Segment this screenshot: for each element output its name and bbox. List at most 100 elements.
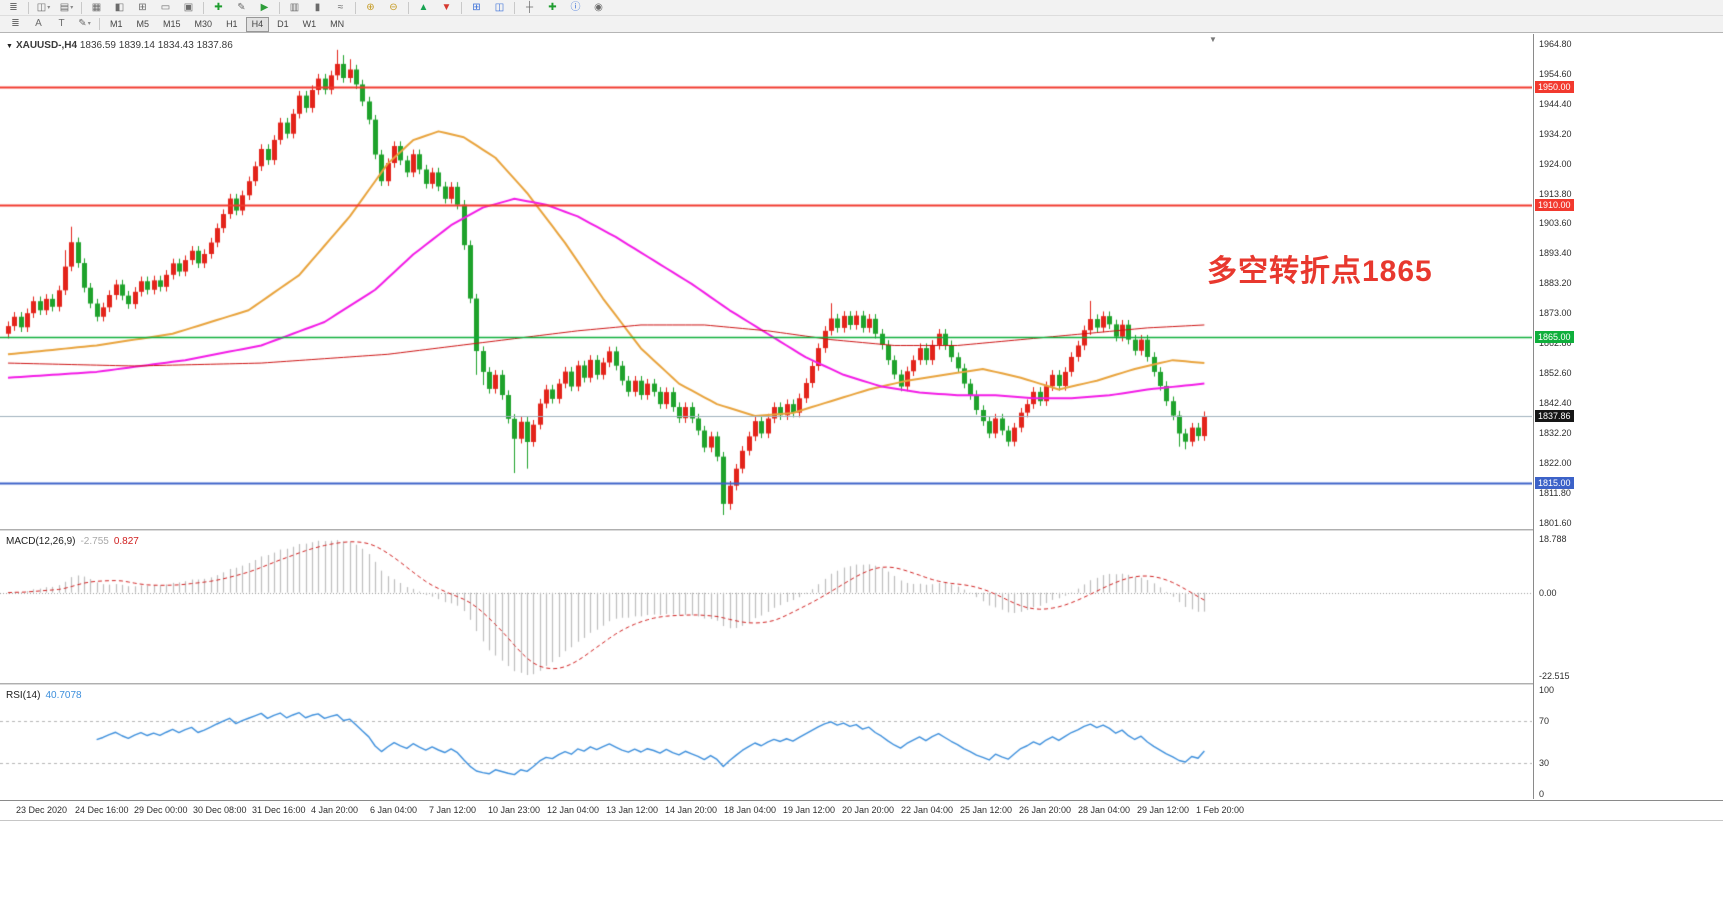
time-axis-label: 31 Dec 16:00 [252,805,306,815]
timeframe-w1[interactable]: W1 [302,19,317,29]
cascade-windows-glyph: ◫ [494,1,505,13]
terminal-icon[interactable]: ▭ [155,0,176,16]
time-axis-label: 29 Dec 00:00 [134,805,188,815]
price-axis[interactable]: 1964.80 1954.60 1944.40 1934.20 1924.00 1913.… [1533,34,1723,799]
time-axis-label: 22 Jan 04:00 [901,805,954,815]
rsi-axis-30-label: 30 [1539,758,1550,768]
timeframe-m5[interactable]: M5 [136,19,150,29]
time-axis-label: 24 Dec 16:00 [75,805,129,815]
info-icon[interactable]: ⓘ [565,0,586,16]
toolbar-divider [408,1,409,14]
toolbar-divider [461,1,462,14]
macd-axis-bottom-label: -22.515 [1539,671,1570,681]
toolbar-divider [355,1,356,14]
timeframe-mn[interactable]: MN [330,19,345,29]
arrow-down-icon[interactable]: ▼ [436,0,457,16]
zoom-out-icon[interactable]: ⊖ [383,0,404,16]
crosshair-icon[interactable]: ┼ [519,0,540,16]
toolbar-divider [279,1,280,14]
rsi-panel-canvas[interactable] [0,686,1532,799]
time-axis[interactable]: 23 Dec 2020 24 Dec 16:00 29 Dec 00:00 30 De… [0,800,1723,821]
bar-chart-icon[interactable]: ▥ [284,0,305,16]
line-chart-glyph: ≈ [337,1,344,13]
time-axis-label: 12 Jan 04:00 [547,805,600,815]
panel-splitter-rsi[interactable] [0,683,1723,685]
market-watch-glyph: ▦ [91,1,102,13]
price-tag-1865.00[interactable]: 1865.00 [1535,331,1574,343]
text-label-icon[interactable]: A [28,16,49,32]
objects-list-icon[interactable]: ≣ [5,16,26,32]
bottom-strip [0,821,1723,907]
add-indicator-glyph: ✚ [548,1,557,13]
price-tag-1910.00[interactable]: 1910.00 [1535,199,1574,211]
new-chart-icon[interactable]: ◫ ▾ [33,0,54,16]
data-window-icon[interactable]: ◧ [109,0,130,16]
navigator-glyph: ⊞ [138,1,147,13]
snapshot-icon[interactable]: ◉ [588,0,609,16]
tile-windows-icon[interactable]: ⊞ [466,0,487,16]
profiles-icon[interactable]: ▤ ▾ [56,0,77,16]
menu-glyph: ≣ [9,1,18,13]
draw-tool-icon[interactable]: ✎ ▾ [74,16,95,32]
time-axis-label: 29 Jan 12:00 [1137,805,1190,815]
price-chart-canvas[interactable] [0,34,1532,529]
time-axis-label: 26 Jan 20:00 [1019,805,1072,815]
macd-panel-canvas[interactable] [0,532,1532,683]
time-axis-label: 14 Jan 20:00 [665,805,718,815]
macd-axis-zero-label: 0.00 [1539,588,1557,598]
time-axis-label: 30 Dec 08:00 [193,805,247,815]
timeframe-h4[interactable]: H4 [245,16,270,32]
info-glyph: ⓘ [570,1,581,13]
toolbar-divider [99,18,100,30]
zoom-in-glyph: ⊕ [366,1,375,13]
price-axis-label: 1873.00 [1539,308,1572,318]
text-label-glyph: A [35,18,42,29]
time-axis-label: 7 Jan 12:00 [429,805,477,815]
autotrading-icon[interactable]: ▶ [254,0,275,16]
strategy-tester-glyph: ▣ [183,1,194,13]
zoom-out-glyph: ⊖ [389,1,398,13]
chart-shift-icon[interactable]: ▼ [1209,35,1217,44]
zoom-in-icon[interactable]: ⊕ [360,0,381,16]
chart-menu-icon[interactable]: ▼ [6,43,13,50]
objects-list-glyph: ≣ [11,18,20,29]
arrow-up-icon[interactable]: ▲ [413,0,434,16]
price-axis-label: 1903.60 [1539,218,1572,228]
arrow-up-glyph: ▲ [418,1,429,13]
price-axis-label: 1913.80 [1539,189,1572,199]
timeframe-h1[interactable]: H1 [226,19,238,29]
macd-axis-top-label: 18.788 [1539,534,1567,544]
rsi-axis-70-label: 70 [1539,716,1550,726]
add-indicator-icon[interactable]: ✚ [542,0,563,16]
navigator-icon[interactable]: ⊞ [132,0,153,16]
rsi-title: RSI(14) [6,690,41,701]
snapshot-glyph: ◉ [594,1,603,13]
rsi-axis-0-label: 0 [1539,789,1545,799]
strategy-tester-icon[interactable]: ▣ [178,0,199,16]
time-axis-label: 1 Feb 20:00 [1196,805,1245,815]
panel-splitter-macd[interactable] [0,529,1723,531]
timeframe-m15[interactable]: M15 [163,19,181,29]
timeframe-m1[interactable]: M1 [110,19,123,29]
price-tag-1815.00[interactable]: 1815.00 [1535,477,1574,489]
timeframe-d1[interactable]: D1 [277,19,289,29]
current-price-tag: 1837.86 [1535,410,1574,422]
candlestick-chart-icon[interactable]: ▮ [307,0,328,16]
timeframe-m30[interactable]: M30 [194,19,213,29]
price-tag-1950.00[interactable]: 1950.00 [1535,81,1574,93]
price-axis-label: 1842.40 [1539,398,1572,408]
market-watch-icon[interactable]: ▦ [86,0,107,16]
price-axis-label: 1924.00 [1539,159,1572,169]
macd-value-main: -2.755 [80,536,109,547]
toolbar-divider [203,1,204,14]
cascade-windows-icon[interactable]: ◫ [489,0,510,16]
metaeditor-icon[interactable]: ✎ [231,0,252,16]
time-axis-label: 23 Dec 2020 [16,805,68,815]
menu-icon[interactable]: ≣ [3,0,24,16]
line-chart-icon[interactable]: ≈ [330,0,351,16]
time-axis-label: 19 Jan 12:00 [783,805,836,815]
new-order-icon[interactable]: ✚ [208,0,229,16]
time-axis-label: 18 Jan 04:00 [724,805,777,815]
text-tool-icon[interactable]: T [51,16,72,32]
